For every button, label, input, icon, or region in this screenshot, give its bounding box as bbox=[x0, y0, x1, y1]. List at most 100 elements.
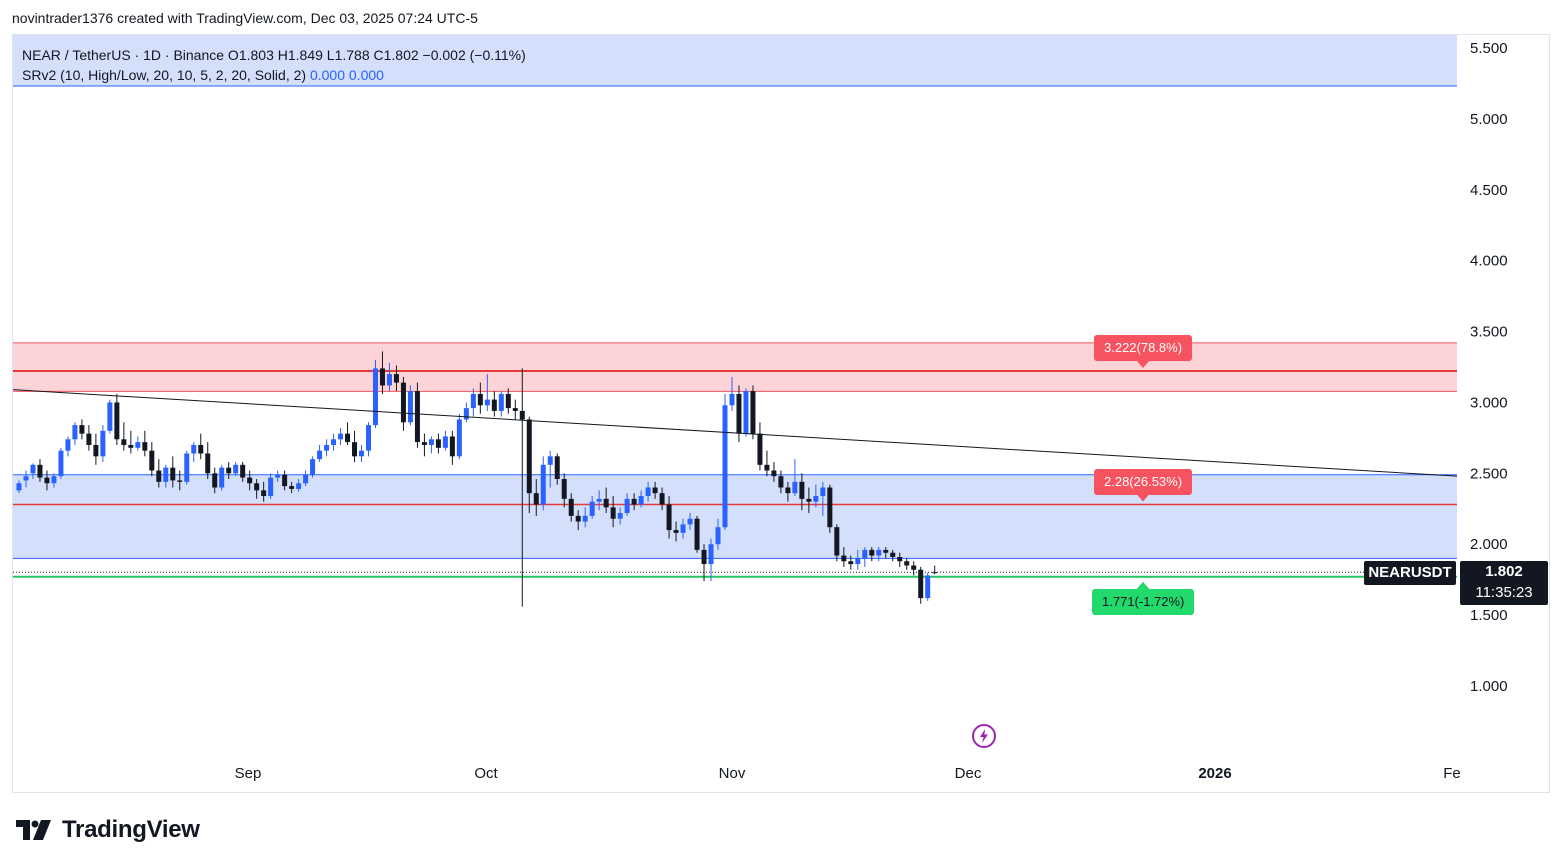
candle bbox=[666, 496, 672, 539]
candle-body bbox=[296, 483, 302, 489]
candle bbox=[449, 430, 455, 465]
candle bbox=[324, 439, 330, 457]
candle bbox=[414, 382, 420, 448]
candle-body bbox=[44, 477, 50, 484]
candle bbox=[303, 470, 309, 487]
candle-body bbox=[771, 470, 777, 477]
candle-body bbox=[135, 442, 141, 448]
candle-body bbox=[799, 481, 805, 499]
candle bbox=[575, 510, 581, 531]
x-tick-label: Sep bbox=[235, 765, 262, 782]
indicator-value-1: 0.000 bbox=[309, 67, 345, 83]
upper-label-pointer bbox=[1136, 359, 1150, 368]
candle bbox=[547, 450, 553, 488]
candle-body bbox=[303, 474, 309, 484]
candle bbox=[205, 442, 211, 480]
candle-body bbox=[435, 439, 441, 448]
candle bbox=[184, 450, 190, 485]
candle bbox=[338, 427, 344, 445]
candle bbox=[240, 461, 246, 482]
candle bbox=[261, 481, 267, 502]
candle bbox=[128, 430, 134, 454]
candle bbox=[764, 450, 770, 477]
candle-body bbox=[72, 425, 78, 440]
candle bbox=[156, 459, 162, 488]
candle-body bbox=[352, 442, 358, 457]
candle bbox=[722, 393, 728, 531]
candle-body bbox=[289, 486, 295, 489]
candle bbox=[470, 388, 476, 417]
candle bbox=[687, 513, 693, 531]
legend-symbol-line: NEAR / TetherUS · 1D · Binance O1.803 H1… bbox=[22, 47, 526, 63]
bar-countdown: 11:35:23 bbox=[1475, 584, 1533, 601]
candle bbox=[400, 376, 406, 431]
y-tick-label: 3.500 bbox=[1470, 324, 1508, 341]
candle bbox=[848, 555, 854, 570]
lightning-icon[interactable] bbox=[972, 724, 996, 748]
candle-body bbox=[212, 473, 218, 488]
candle bbox=[715, 518, 721, 550]
upper-level-label: 3.222(78.8%) bbox=[1094, 334, 1193, 361]
candle bbox=[149, 442, 155, 477]
candle-body bbox=[680, 524, 686, 533]
candle-body bbox=[687, 518, 693, 525]
candle bbox=[16, 480, 22, 494]
candle bbox=[897, 552, 903, 567]
candle-body bbox=[652, 487, 658, 494]
candle bbox=[72, 422, 78, 445]
candle bbox=[568, 493, 574, 522]
candle bbox=[114, 393, 120, 445]
candle bbox=[198, 433, 204, 460]
candle bbox=[806, 487, 812, 514]
y-tick-label: 1.500 bbox=[1470, 607, 1508, 624]
candle-body bbox=[645, 487, 651, 497]
candle-body bbox=[240, 464, 246, 478]
candle-body bbox=[673, 530, 679, 533]
symbol-tag: NEARUSDT bbox=[1364, 561, 1456, 585]
candle-body bbox=[631, 498, 637, 505]
candle-body bbox=[261, 490, 267, 497]
y-tick-label: 1.000 bbox=[1470, 678, 1508, 695]
candle-body bbox=[338, 433, 344, 440]
candle bbox=[366, 422, 371, 457]
candle-body bbox=[897, 556, 903, 562]
candle-body bbox=[58, 450, 64, 477]
x-tick-label: 2026 bbox=[1198, 765, 1231, 782]
candle-body bbox=[107, 402, 113, 431]
candle-body bbox=[331, 439, 337, 445]
lower-label-pointer bbox=[1136, 581, 1150, 590]
candle-body bbox=[750, 391, 756, 434]
candle-body bbox=[79, 425, 85, 434]
candle bbox=[37, 459, 43, 482]
candle bbox=[435, 433, 441, 454]
candle-body bbox=[617, 513, 623, 519]
x-tick-label: Dec bbox=[955, 765, 982, 782]
tradingview-brand[interactable]: TradingView bbox=[16, 816, 200, 844]
candle-body bbox=[345, 433, 351, 443]
candle-body bbox=[372, 368, 378, 426]
candle-body bbox=[925, 575, 931, 599]
y-tick-label: 5.000 bbox=[1470, 111, 1508, 128]
candle bbox=[890, 549, 896, 562]
candle bbox=[233, 461, 239, 477]
candle bbox=[708, 538, 714, 582]
legend-indicator-line: SRv2 (10, High/Low, 20, 10, 5, 2, 20, So… bbox=[22, 65, 526, 85]
lower-level-label: 1.771(-1.72%) bbox=[1092, 588, 1195, 615]
candle bbox=[379, 351, 385, 394]
resistance-zone bbox=[13, 342, 1457, 392]
candle-body bbox=[282, 474, 288, 487]
candle bbox=[282, 470, 288, 491]
candle bbox=[268, 473, 274, 499]
candle bbox=[526, 416, 532, 514]
candle-body bbox=[575, 515, 581, 522]
candle-body bbox=[785, 487, 791, 494]
candle bbox=[407, 385, 413, 426]
candle bbox=[834, 524, 840, 562]
candle bbox=[30, 463, 36, 480]
candle-body bbox=[764, 464, 770, 471]
candle bbox=[226, 461, 232, 480]
candle bbox=[93, 433, 99, 465]
candle bbox=[505, 388, 511, 414]
candle-body bbox=[932, 572, 938, 574]
